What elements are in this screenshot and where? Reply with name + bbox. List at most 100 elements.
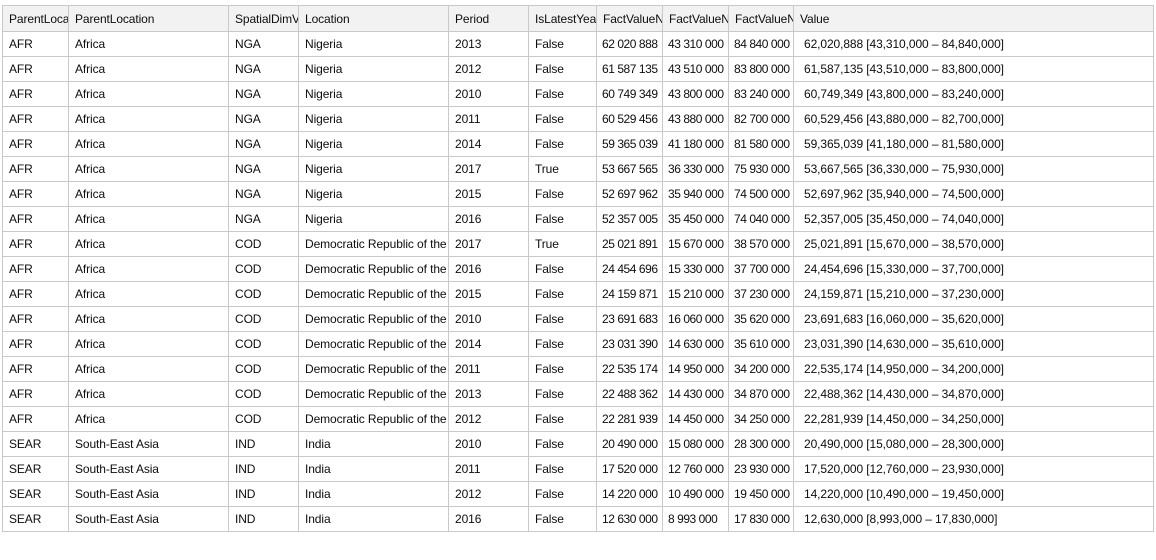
cell-fact-value-numeric-high[interactable]: 23 930 000 — [728, 456, 794, 482]
cell-period[interactable]: 2015 — [448, 181, 529, 207]
cell-location[interactable]: Nigeria — [298, 181, 449, 207]
cell-location[interactable]: Nigeria — [298, 81, 449, 107]
cell-period[interactable]: 2016 — [448, 206, 529, 232]
cell-parent-location[interactable]: Africa — [68, 356, 229, 382]
cell-parent-location-code[interactable]: SEAR — [2, 456, 69, 482]
cell-parent-location[interactable]: South-East Asia — [68, 481, 229, 507]
cell-fact-value-numeric-high[interactable]: 74 500 000 — [728, 181, 794, 207]
cell-value[interactable]: 22,488,362 [14,430,000 – 34,870,000] — [793, 381, 1154, 407]
cell-is-latest-year[interactable]: False — [528, 331, 597, 357]
cell-value[interactable]: 52,697,962 [35,940,000 – 74,500,000] — [793, 181, 1154, 207]
cell-is-latest-year[interactable]: False — [528, 281, 597, 307]
cell-fact-value-numeric-low[interactable]: 43 310 000 — [662, 31, 729, 57]
cell-fact-value-numeric-high[interactable]: 81 580 000 — [728, 131, 794, 157]
cell-location[interactable]: India — [298, 506, 449, 532]
cell-fact-value-numeric-high[interactable]: 84 840 000 — [728, 31, 794, 57]
cell-fact-value-numeric[interactable]: 22 488 362 — [596, 381, 663, 407]
cell-spatial-dim-value-code[interactable]: NGA — [228, 106, 299, 132]
cell-spatial-dim-value-code[interactable]: COD — [228, 256, 299, 282]
cell-value[interactable]: 60,749,349 [43,800,000 – 83,240,000] — [793, 81, 1154, 107]
cell-spatial-dim-value-code[interactable]: NGA — [228, 206, 299, 232]
cell-fact-value-numeric[interactable]: 60 529 456 — [596, 106, 663, 132]
cell-location[interactable]: India — [298, 431, 449, 457]
cell-parent-location[interactable]: Africa — [68, 156, 229, 182]
cell-spatial-dim-value-code[interactable]: COD — [228, 331, 299, 357]
cell-fact-value-numeric[interactable]: 23 031 390 — [596, 331, 663, 357]
cell-is-latest-year[interactable]: False — [528, 206, 597, 232]
cell-fact-value-numeric[interactable]: 61 587 135 — [596, 56, 663, 82]
cell-fact-value-numeric-high[interactable]: 83 240 000 — [728, 81, 794, 107]
cell-fact-value-numeric-low[interactable]: 8 993 000 — [662, 506, 729, 532]
cell-fact-value-numeric-low[interactable]: 14 950 000 — [662, 356, 729, 382]
cell-location[interactable]: Nigeria — [298, 31, 449, 57]
cell-period[interactable]: 2011 — [448, 356, 529, 382]
cell-fact-value-numeric[interactable]: 52 697 962 — [596, 181, 663, 207]
cell-fact-value-numeric[interactable]: 22 281 939 — [596, 406, 663, 432]
column-header-fact-value-numeric[interactable]: FactValueNumeric — [596, 5, 663, 32]
column-header-fact-value-numeric-high[interactable]: FactValueNumericHigh — [728, 5, 794, 32]
cell-spatial-dim-value-code[interactable]: NGA — [228, 56, 299, 82]
cell-is-latest-year[interactable]: False — [528, 456, 597, 482]
cell-spatial-dim-value-code[interactable]: COD — [228, 406, 299, 432]
cell-is-latest-year[interactable]: False — [528, 481, 597, 507]
cell-parent-location-code[interactable]: AFR — [2, 256, 69, 282]
cell-is-latest-year[interactable]: False — [528, 131, 597, 157]
cell-fact-value-numeric-high[interactable]: 82 700 000 — [728, 106, 794, 132]
cell-fact-value-numeric[interactable]: 60 749 349 — [596, 81, 663, 107]
cell-fact-value-numeric-low[interactable]: 41 180 000 — [662, 131, 729, 157]
cell-fact-value-numeric-low[interactable]: 16 060 000 — [662, 306, 729, 332]
cell-is-latest-year[interactable]: False — [528, 381, 597, 407]
cell-is-latest-year[interactable]: False — [528, 181, 597, 207]
cell-parent-location-code[interactable]: AFR — [2, 231, 69, 257]
cell-location[interactable]: Democratic Republic of the Congo — [298, 381, 449, 407]
cell-spatial-dim-value-code[interactable]: IND — [228, 506, 299, 532]
column-header-parent-location-code[interactable]: ParentLocationCode — [2, 5, 69, 32]
cell-period[interactable]: 2015 — [448, 281, 529, 307]
cell-spatial-dim-value-code[interactable]: COD — [228, 231, 299, 257]
cell-is-latest-year[interactable]: False — [528, 306, 597, 332]
cell-location[interactable]: Democratic Republic of the Congo — [298, 231, 449, 257]
cell-is-latest-year[interactable]: False — [528, 81, 597, 107]
cell-parent-location[interactable]: Africa — [68, 256, 229, 282]
cell-parent-location-code[interactable]: AFR — [2, 106, 69, 132]
column-header-spatial-dim-value-code[interactable]: SpatialDimValueCode — [228, 5, 299, 32]
cell-fact-value-numeric-low[interactable]: 36 330 000 — [662, 156, 729, 182]
cell-parent-location-code[interactable]: AFR — [2, 206, 69, 232]
cell-spatial-dim-value-code[interactable]: COD — [228, 281, 299, 307]
cell-fact-value-numeric[interactable]: 53 667 565 — [596, 156, 663, 182]
column-header-is-latest-year[interactable]: IsLatestYear — [528, 5, 597, 32]
cell-spatial-dim-value-code[interactable]: COD — [228, 356, 299, 382]
cell-location[interactable]: Democratic Republic of the Congo — [298, 331, 449, 357]
cell-fact-value-numeric-high[interactable]: 34 250 000 — [728, 406, 794, 432]
column-header-period[interactable]: Period — [448, 5, 529, 32]
cell-fact-value-numeric-low[interactable]: 15 330 000 — [662, 256, 729, 282]
cell-period[interactable]: 2016 — [448, 506, 529, 532]
cell-fact-value-numeric-low[interactable]: 35 940 000 — [662, 181, 729, 207]
cell-fact-value-numeric[interactable]: 17 520 000 — [596, 456, 663, 482]
cell-value[interactable]: 12,630,000 [8,993,000 – 17,830,000] — [793, 506, 1154, 532]
cell-location[interactable]: Nigeria — [298, 206, 449, 232]
cell-parent-location[interactable]: South-East Asia — [68, 506, 229, 532]
cell-fact-value-numeric-high[interactable]: 34 200 000 — [728, 356, 794, 382]
cell-fact-value-numeric[interactable]: 52 357 005 — [596, 206, 663, 232]
cell-parent-location-code[interactable]: AFR — [2, 81, 69, 107]
cell-is-latest-year[interactable]: False — [528, 31, 597, 57]
cell-is-latest-year[interactable]: False — [528, 106, 597, 132]
cell-parent-location-code[interactable]: AFR — [2, 131, 69, 157]
cell-parent-location[interactable]: Africa — [68, 181, 229, 207]
cell-spatial-dim-value-code[interactable]: NGA — [228, 81, 299, 107]
cell-fact-value-numeric[interactable]: 22 535 174 — [596, 356, 663, 382]
cell-parent-location-code[interactable]: SEAR — [2, 431, 69, 457]
cell-location[interactable]: India — [298, 481, 449, 507]
cell-value[interactable]: 23,031,390 [14,630,000 – 35,610,000] — [793, 331, 1154, 357]
cell-parent-location[interactable]: Africa — [68, 56, 229, 82]
cell-fact-value-numeric-high[interactable]: 28 300 000 — [728, 431, 794, 457]
cell-spatial-dim-value-code[interactable]: NGA — [228, 181, 299, 207]
cell-fact-value-numeric[interactable]: 12 630 000 — [596, 506, 663, 532]
cell-location[interactable]: Nigeria — [298, 156, 449, 182]
cell-location[interactable]: Democratic Republic of the Congo — [298, 356, 449, 382]
cell-is-latest-year[interactable]: False — [528, 356, 597, 382]
cell-fact-value-numeric-high[interactable]: 74 040 000 — [728, 206, 794, 232]
cell-parent-location[interactable]: Africa — [68, 281, 229, 307]
cell-value[interactable]: 62,020,888 [43,310,000 – 84,840,000] — [793, 31, 1154, 57]
